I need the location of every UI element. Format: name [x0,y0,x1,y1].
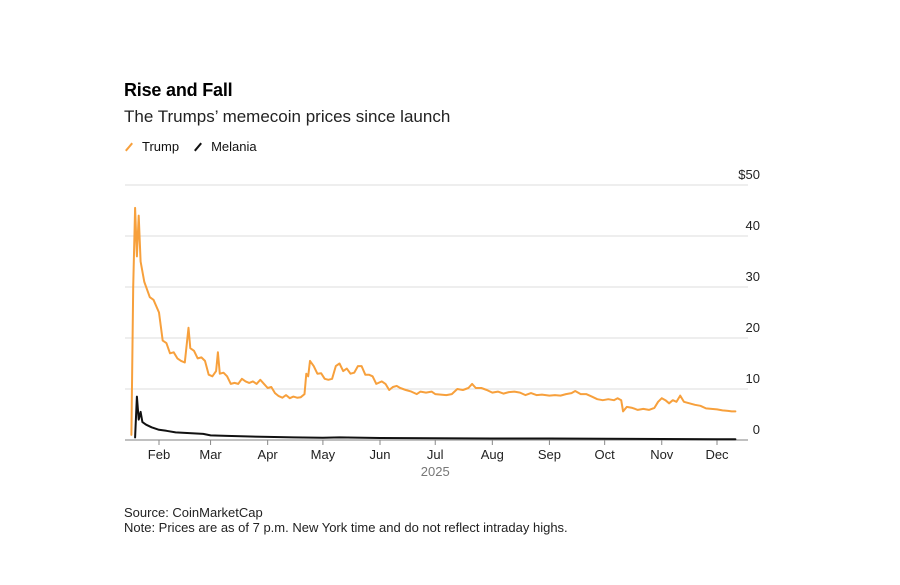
x-tick-label: Jun [370,447,391,462]
legend-label-trump: Trump [142,139,180,154]
y-tick-label: 40 [746,218,760,233]
x-tick-label: Nov [650,447,674,462]
gridlines [125,184,748,390]
legend-item-trump[interactable]: Trump [124,139,179,154]
y-tick-label: 10 [746,371,760,386]
chart-subtitle: The Trumps’ memecoin prices since launch [124,107,451,126]
legend: Trump Melania [124,139,257,154]
footer: Source: CoinMarketCap Note: Prices are a… [124,505,568,535]
x-axis: Feb Mar Apr May Jun Jul Aug Sep Oct Nov Dec 2025 [125,439,748,479]
series-line-trump [130,206,737,436]
x-tick-label: Mar [199,447,222,462]
legend-item-melania[interactable]: Melania [193,139,257,154]
y-axis-labels: 0 10 20 30 40 $50 [738,167,760,437]
x-tick-label: May [311,447,336,462]
x-tick-label: Sep [538,447,561,462]
x-tick-label: Feb [148,447,170,462]
source-text: Source: CoinMarketCap [124,505,263,520]
note-text: Note: Prices are as of 7 p.m. New York t… [124,520,568,535]
series-lines [130,206,737,441]
y-tick-label: $50 [738,167,760,182]
x-tick-label: Jul [427,447,444,462]
y-tick-label: 30 [746,269,760,284]
series-line-melania [134,395,737,441]
x-tick-label: Aug [481,447,504,462]
x-tick-label: Oct [595,447,616,462]
y-tick-label: 20 [746,320,760,335]
y-tick-label: 0 [753,422,760,437]
legend-label-melania: Melania [211,139,257,154]
x-tick-label: Dec [705,447,729,462]
x-axis-year-label: 2025 [421,464,450,479]
chart-title: Rise and Fall [124,80,233,100]
x-tick-label: Apr [258,447,279,462]
